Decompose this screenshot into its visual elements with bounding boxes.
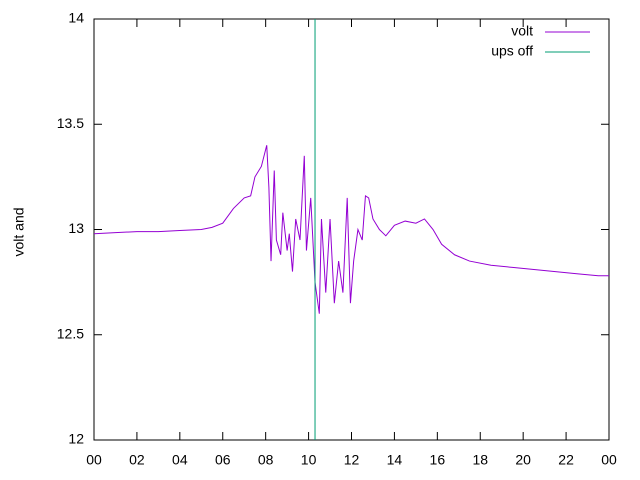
y-tick-label: 12 [68,431,84,447]
y-tick-label: 13.5 [57,115,84,131]
x-tick-label: 04 [172,452,188,468]
series-line [93,145,609,314]
legend-label: volt [511,23,533,39]
y-axis-label: volt and [11,207,27,256]
x-tick-label: 06 [215,452,231,468]
x-tick-label: 08 [258,452,274,468]
x-tick-label: 16 [430,452,446,468]
y-tick-label: 14 [68,10,84,26]
x-tick-label: 10 [301,452,317,468]
x-tick-label: 22 [558,452,574,468]
x-tick-label: 00 [86,452,102,468]
x-tick-label: 14 [387,452,403,468]
legend-label: ups off [491,43,533,59]
x-tick-label: 12 [344,452,360,468]
x-tick-label: 18 [472,452,488,468]
x-tick-label: 20 [515,452,531,468]
x-tick-label: 00 [601,452,617,468]
plot-frame [93,18,610,441]
y-tick-label: 12.5 [57,325,84,341]
x-tick-label: 02 [129,452,145,468]
y-tick-label: 13 [68,220,84,236]
